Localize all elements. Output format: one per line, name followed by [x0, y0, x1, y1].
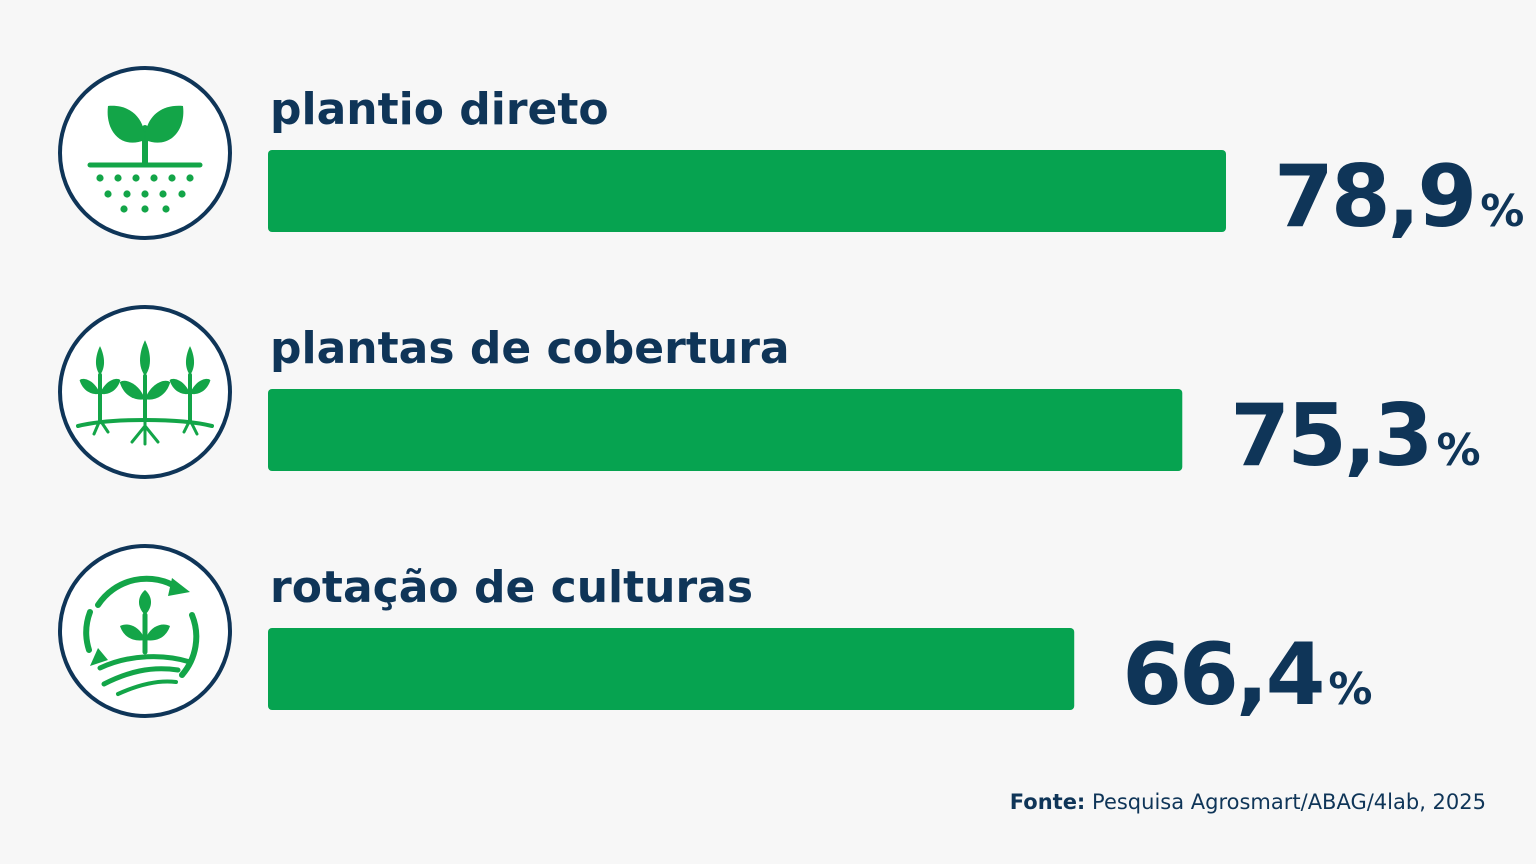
chart-row: plantio direto 78,9%	[60, 68, 1524, 247]
source-note: Fonte: Pesquisa Agrosmart/ABAG/4lab, 202…	[1010, 790, 1486, 814]
value-label: 75,3%	[1230, 386, 1480, 486]
chart-row: plantas de cobertura 75,3%	[60, 307, 1481, 486]
category-label: rotação de culturas	[270, 562, 753, 613]
value-label: 78,9%	[1274, 147, 1524, 247]
cover-crop-plants-icon	[60, 307, 230, 477]
bar	[268, 389, 1182, 471]
bar	[268, 150, 1226, 232]
crop-rotation-cycle-icon	[60, 546, 230, 716]
category-label: plantas de cobertura	[270, 323, 790, 374]
source-text: Pesquisa Agrosmart/ABAG/4lab, 2025	[1092, 790, 1486, 814]
category-label: plantio direto	[270, 84, 609, 135]
source-label: Fonte:	[1010, 790, 1086, 814]
sprouting-seed-soil-icon	[60, 68, 230, 238]
bar	[268, 628, 1074, 710]
chart-row: rotação de culturas 66,4%	[60, 546, 1373, 725]
value-label: 66,4%	[1122, 625, 1372, 725]
